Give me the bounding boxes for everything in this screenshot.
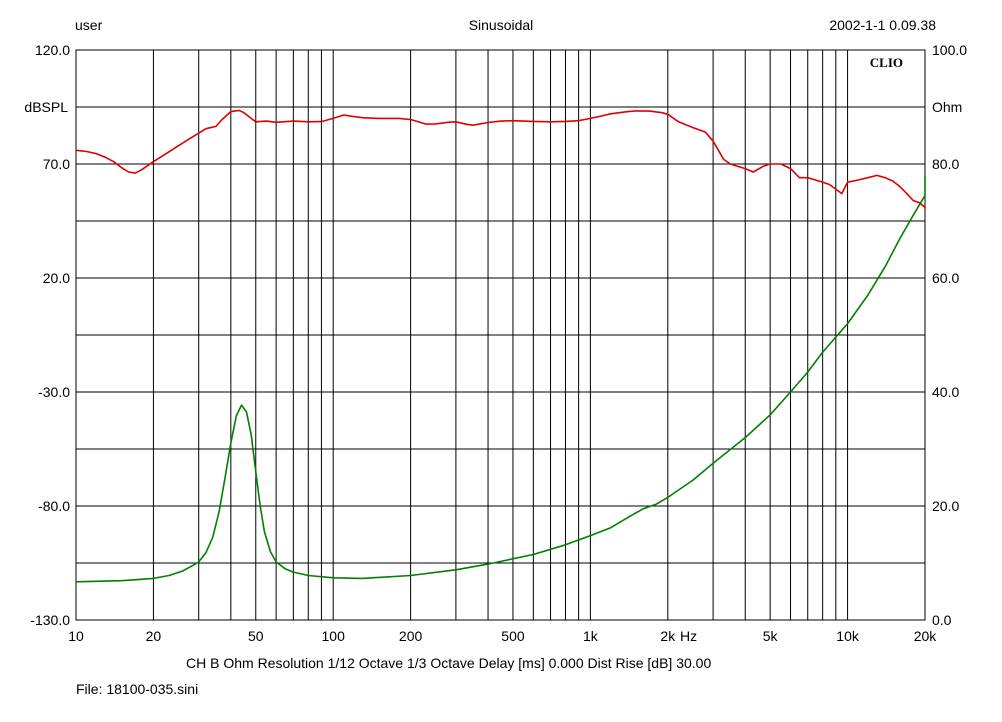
y-left-tick-labels: 120.0 70.0 20.0 -30.0 -80.0 -130.0 (30, 42, 70, 628)
y-right-tick-label: 80.0 (932, 156, 959, 172)
header-user: user (75, 17, 103, 33)
x-tick-label: 2k (660, 628, 676, 644)
y-left-tick-label: -30.0 (38, 384, 70, 400)
header-mode: Sinusoidal (468, 17, 534, 33)
series-group (75, 109, 926, 583)
x-tick-label: 20k (914, 628, 938, 644)
y-right-tick-labels: 100.0 80.0 60.0 40.0 20.0 0.0 (932, 42, 967, 628)
y-right-tick-label: 0.0 (932, 612, 952, 628)
file-line: File: 18100-035.sini (76, 681, 199, 697)
x-tick-label: 1k (583, 628, 599, 644)
horizontal-grid (76, 106, 925, 564)
settings-line: CH B Ohm Resolution 1/12 Octave 1/3 Octa… (186, 655, 712, 671)
series-line-spl (75, 109, 926, 210)
y-left-tick-label: 120.0 (35, 42, 70, 58)
y-right-tick-label: 20.0 (932, 498, 959, 514)
y-right-tick-label: 60.0 (932, 270, 959, 286)
series-line-impedance (75, 175, 926, 583)
x-tick-label: 10k (836, 628, 860, 644)
y-left-tick-label: 70.0 (43, 156, 70, 172)
header-datetime: 2002-1-1 0.09.38 (829, 17, 936, 33)
plot-frame (75, 49, 926, 621)
x-tick-label: 10 (68, 628, 84, 644)
clio-logo: CLIO (870, 55, 903, 70)
y-left-axis-label: dBSPL (24, 99, 68, 115)
y-left-tick-label: -80.0 (38, 498, 70, 514)
x-tick-label: 50 (248, 628, 264, 644)
x-tick-label: 5k (763, 628, 779, 644)
x-tick-label: 200 (399, 628, 423, 644)
x-tick-label: 20 (146, 628, 162, 644)
y-right-tick-label: 40.0 (932, 384, 959, 400)
y-right-axis-label: Ohm (932, 99, 962, 115)
x-tick-label: 100 (322, 628, 346, 644)
x-tick-labels: 10 20 50 100 200 500 1k 2k 5k 10k 20k (68, 628, 937, 644)
y-right-tick-label: 100.0 (932, 42, 967, 58)
y-left-tick-label: -130.0 (30, 612, 70, 628)
y-left-tick-label: 20.0 (43, 270, 70, 286)
x-unit-label: Hz (680, 628, 697, 644)
x-tick-label: 500 (501, 628, 525, 644)
